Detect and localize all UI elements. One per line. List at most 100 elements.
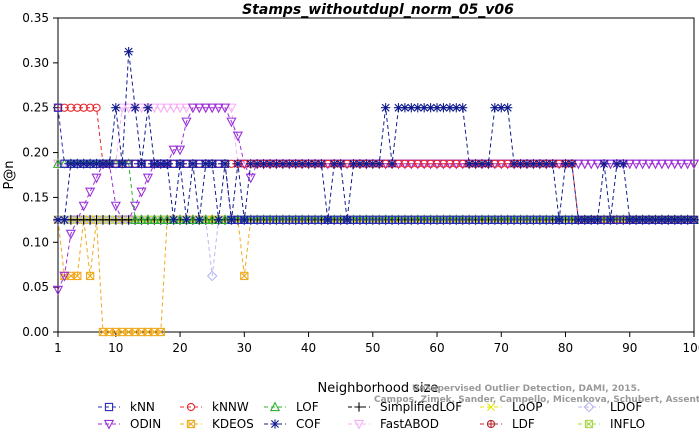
legend-marker-lof bbox=[269, 401, 281, 412]
data-point-cof bbox=[79, 159, 89, 169]
data-point-cof bbox=[631, 215, 641, 225]
legend-marker-odin bbox=[103, 419, 115, 430]
data-point-cof bbox=[612, 159, 622, 169]
data-point-knn bbox=[381, 215, 390, 225]
data-point-knnw bbox=[400, 159, 410, 168]
data-point-fastabod bbox=[162, 103, 173, 114]
data-point-odin bbox=[78, 201, 89, 212]
data-point-cof bbox=[323, 215, 333, 225]
legend-marker-fastabod bbox=[353, 419, 365, 430]
data-point-cof bbox=[214, 215, 224, 225]
data-point-knnw bbox=[439, 159, 448, 168]
data-point-knn bbox=[490, 215, 499, 225]
data-point-kdeos bbox=[73, 271, 82, 281]
data-point-cof bbox=[79, 159, 89, 169]
data-point-knn bbox=[497, 215, 506, 225]
data-point-cof bbox=[451, 103, 461, 113]
data-point-cof bbox=[560, 159, 571, 169]
data-point-knnw bbox=[66, 103, 75, 112]
data-point-cof bbox=[316, 159, 326, 169]
data-point-kdeos bbox=[118, 327, 127, 337]
data-point-cof bbox=[233, 159, 243, 169]
data-point-kdeos bbox=[156, 327, 165, 337]
data-point-cof bbox=[535, 159, 545, 169]
data-point-knnw bbox=[445, 159, 455, 168]
data-point-lof bbox=[142, 214, 154, 225]
data-point-lof bbox=[149, 214, 160, 225]
data-point-cof bbox=[207, 159, 217, 169]
data-point-cof bbox=[573, 215, 583, 225]
data-point-knnw bbox=[79, 103, 88, 112]
legend-item-odin: ODIN bbox=[98, 417, 161, 431]
series-kdeos bbox=[53, 215, 699, 337]
data-point-cof bbox=[188, 159, 198, 169]
data-point-cof bbox=[98, 159, 108, 169]
data-point-cof bbox=[650, 215, 661, 225]
data-point-kdeos bbox=[73, 271, 82, 281]
data-point-knn bbox=[413, 215, 422, 225]
data-point-cof bbox=[682, 215, 693, 225]
legend-item-knn: kNN bbox=[98, 400, 155, 414]
data-point-cof bbox=[156, 159, 166, 169]
data-point-knnw bbox=[497, 159, 506, 168]
data-point-knn bbox=[542, 215, 551, 225]
data-point-cof bbox=[85, 159, 95, 169]
data-point-cof bbox=[233, 159, 243, 169]
data-point-cof bbox=[246, 159, 256, 169]
legend-marker-kdeos bbox=[186, 419, 196, 429]
data-point-cof bbox=[477, 159, 487, 169]
data-point-knn bbox=[304, 215, 313, 225]
data-point-cof bbox=[201, 159, 211, 169]
data-point-cof bbox=[329, 159, 339, 169]
data-point-cof bbox=[503, 103, 513, 113]
data-point-cof bbox=[676, 215, 686, 225]
data-point-knn bbox=[387, 215, 397, 225]
data-point-kdeos bbox=[240, 271, 249, 281]
data-point-cof bbox=[348, 159, 359, 169]
data-point-cof bbox=[625, 215, 635, 225]
data-point-odin bbox=[129, 201, 141, 212]
axes: 1 10 20 30 40 50 60 70 80 90 100 0.00 0.05 0.10 0.15 0.… bbox=[22, 11, 699, 355]
data-point-odin bbox=[213, 103, 224, 114]
data-point-knnw bbox=[497, 159, 506, 168]
data-point-cof bbox=[239, 215, 249, 225]
data-point-knn bbox=[529, 215, 538, 225]
data-point-cof bbox=[419, 103, 429, 113]
data-point-cof bbox=[355, 159, 365, 169]
data-point-cof bbox=[445, 103, 455, 113]
data-point-odin bbox=[650, 159, 661, 170]
data-point-knn bbox=[445, 215, 455, 225]
legend-label-knnw: kNNW bbox=[212, 400, 249, 414]
data-point-knn bbox=[529, 215, 538, 225]
data-point-odin bbox=[174, 145, 186, 156]
data-point-cof bbox=[593, 215, 603, 225]
data-point-cof bbox=[528, 159, 538, 169]
data-point-knnw bbox=[452, 159, 461, 168]
data-point-knn bbox=[259, 215, 268, 225]
data-point-cof bbox=[464, 159, 474, 169]
data-point-cof bbox=[291, 159, 301, 169]
data-point-cof bbox=[676, 215, 686, 225]
data-point-odin bbox=[579, 159, 590, 170]
data-point-cof bbox=[638, 215, 648, 225]
data-point-cof bbox=[91, 159, 102, 169]
data-point-knn bbox=[490, 215, 499, 225]
data-point-knn bbox=[465, 215, 474, 225]
data-point-knnw bbox=[73, 103, 82, 112]
data-point-cof bbox=[451, 103, 461, 113]
data-point-cof bbox=[586, 215, 596, 225]
data-point-cof bbox=[117, 159, 127, 169]
data-point-cof bbox=[188, 159, 198, 169]
data-point-cof bbox=[580, 215, 590, 225]
legend-marker-lof bbox=[269, 401, 281, 412]
legend: kNN kNNW LOF SimplifiedLOF LoOP LDOF ODIN KDEOS… bbox=[98, 400, 645, 431]
data-point-odin bbox=[656, 159, 667, 170]
legend-marker-cof bbox=[270, 419, 280, 429]
data-point-lof bbox=[155, 214, 166, 225]
data-point-knn bbox=[465, 215, 474, 225]
data-point-cof bbox=[181, 215, 192, 225]
data-point-cof bbox=[194, 215, 204, 225]
data-point-knn bbox=[503, 215, 512, 225]
data-point-cof bbox=[278, 159, 288, 169]
data-point-cof bbox=[554, 215, 564, 225]
